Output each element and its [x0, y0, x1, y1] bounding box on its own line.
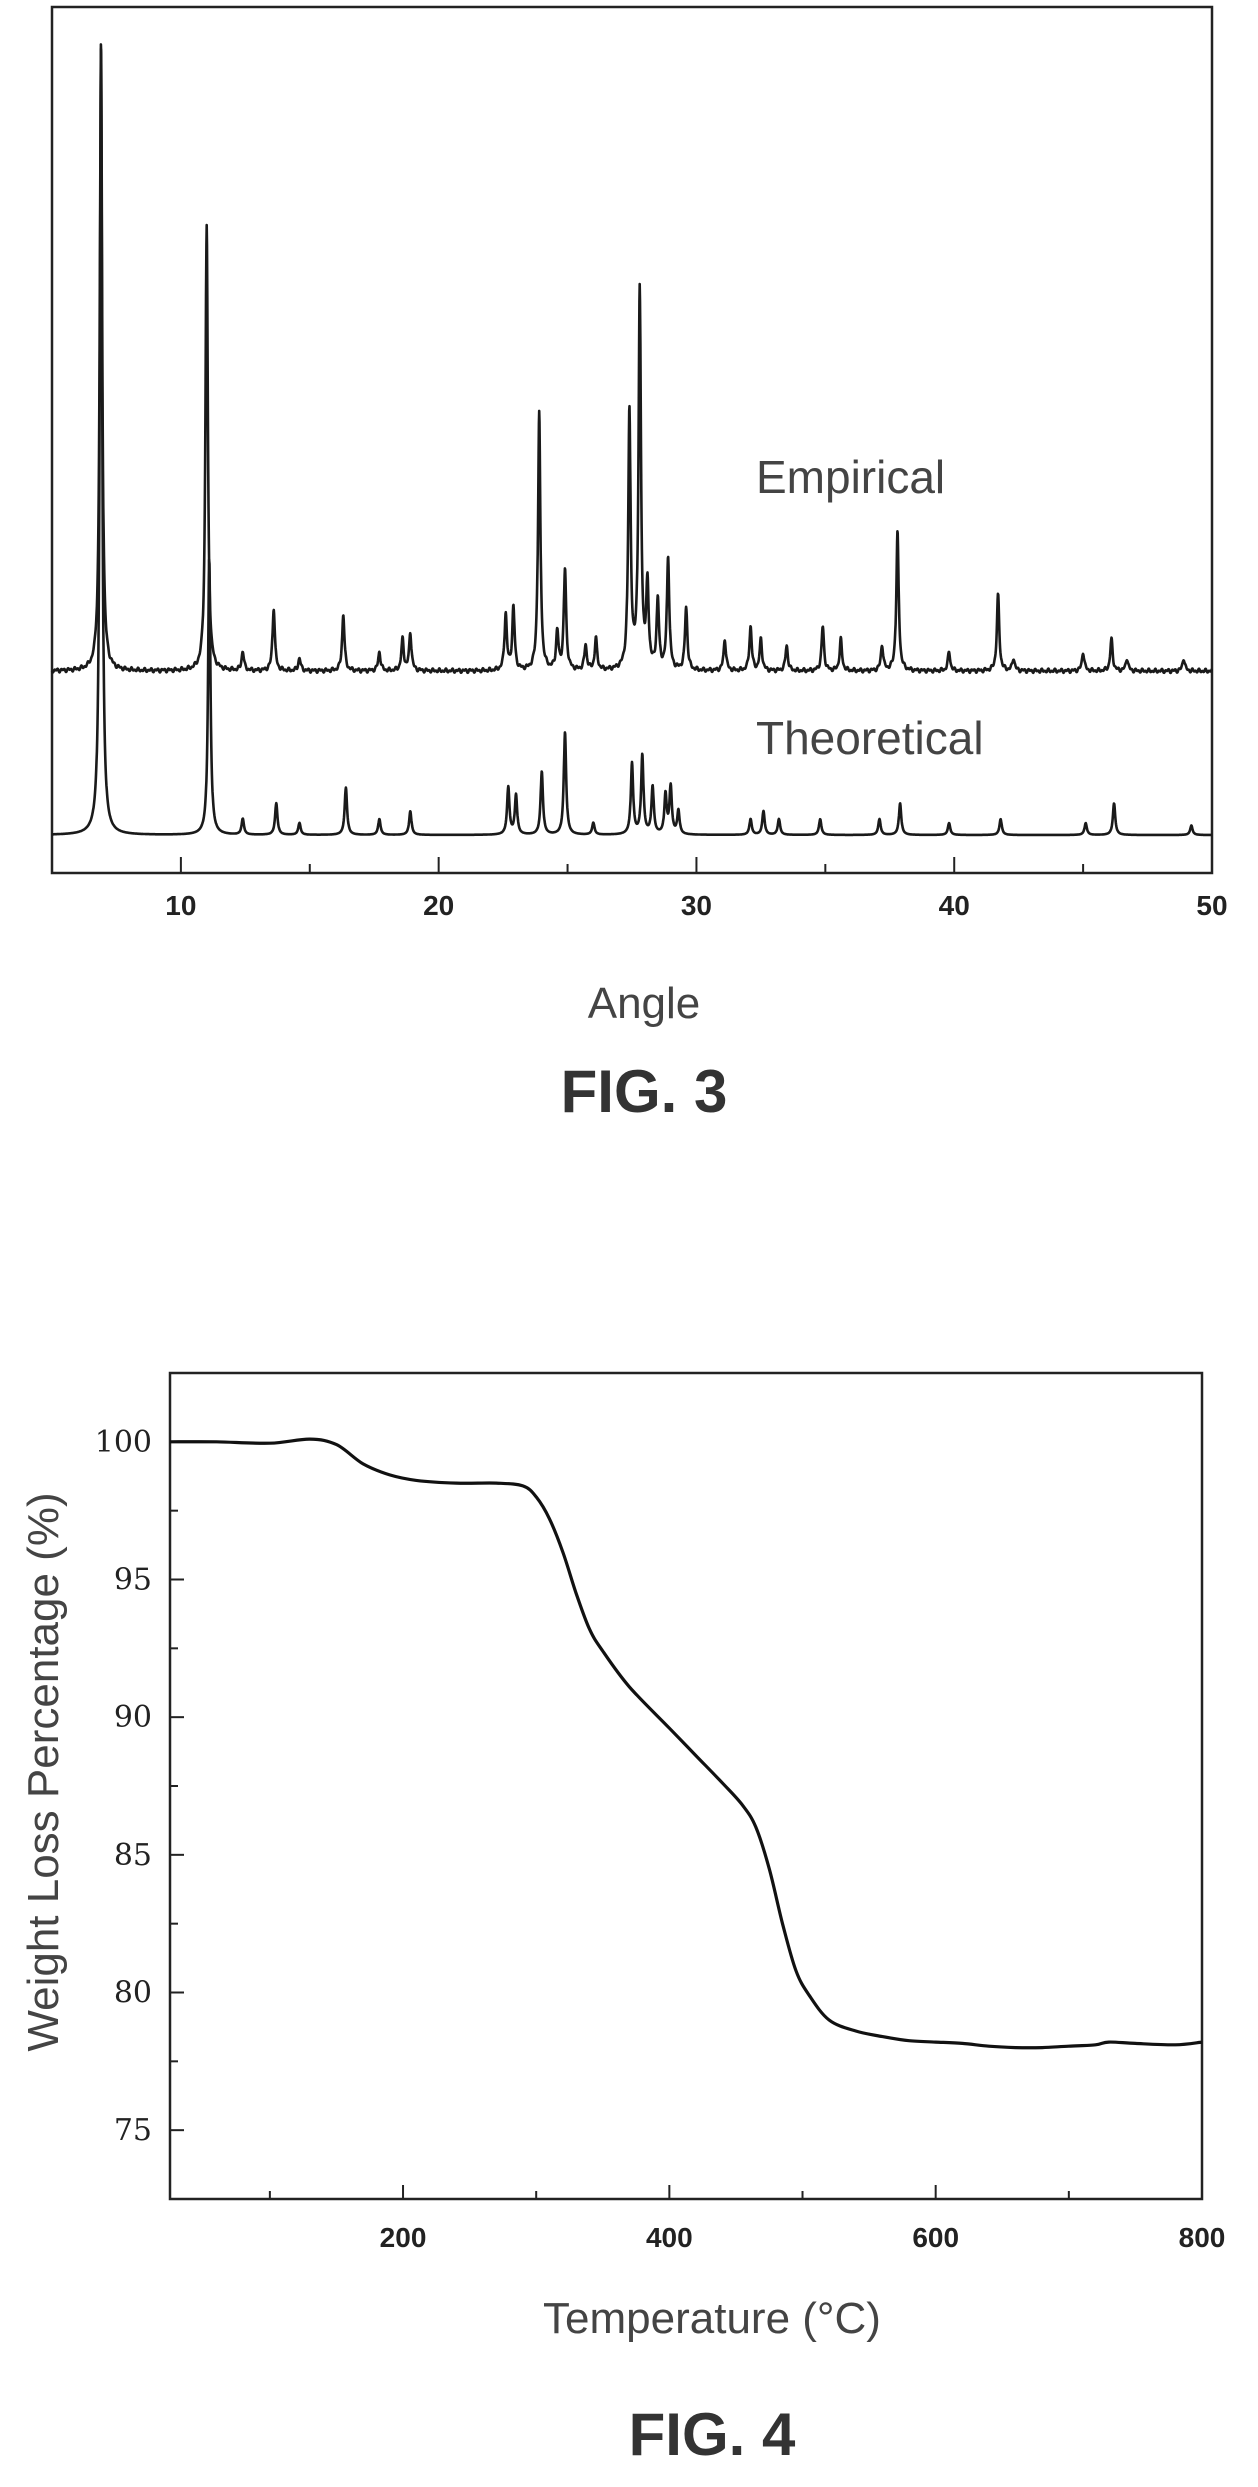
fig4-x-tick-label: 800 — [1179, 2222, 1226, 2253]
fig3-trace-theoretical — [50, 47, 1213, 837]
fig3-trace-empirical — [50, 43, 1214, 675]
fig4-curve-group — [169, 1437, 1203, 2050]
fig4-tga-chart: 200 400 600 800 75 80 85 90 95 100 Temperature (… — [19, 1371, 1226, 2468]
fig3-plot-frame — [50, 5, 1214, 875]
fig3-caption: FIG. 3 — [561, 1058, 728, 1125]
fig3-xrd-chart: 10 20 30 40 50 Empirical Theoretical Angle F… — [50, 5, 1228, 1125]
fig4-caption: FIG. 4 — [629, 2401, 796, 2468]
fig3-series-label-empirical: Empirical — [756, 451, 945, 503]
fig4-y-axis-title: Weight Loss Percentage (%) — [19, 1492, 68, 2051]
fig4-y-tick-label: 90 — [114, 1700, 152, 1735]
fig3-x-axis-title: Angle — [588, 979, 701, 1028]
fig4-y-tick-label: 95 — [114, 1563, 152, 1598]
fig3-x-tick-label: 40 — [939, 890, 970, 921]
fig3-traces — [50, 43, 1214, 837]
fig4-y-tick-label: 75 — [114, 2113, 152, 2148]
fig4-y-tick-labels: 75 80 85 90 95 100 — [95, 1425, 152, 2148]
fig4-x-tick-label: 200 — [380, 2222, 427, 2253]
fig3-series-label-theoretical: Theoretical — [756, 712, 984, 764]
fig3-x-tick-label: 20 — [423, 890, 454, 921]
fig3-x-tick-labels: 10 20 30 40 50 — [165, 890, 1227, 921]
fig3-x-tick-label: 30 — [681, 890, 712, 921]
fig4-y-tick-label: 85 — [114, 1838, 152, 1873]
fig4-weight-loss-curve — [169, 1437, 1203, 2050]
fig4-x-tick-labels: 200 400 600 800 — [380, 2222, 1226, 2253]
fig4-y-tick-label: 100 — [95, 1425, 152, 1460]
fig4-x-ticks — [268, 2185, 1203, 2199]
fig4-plot-frame — [168, 1371, 1204, 2201]
fig3-x-tick-label: 50 — [1196, 890, 1227, 921]
fig3-x-ticks — [51, 857, 1213, 873]
fig4-x-axis-title: Temperature (°C) — [543, 2294, 881, 2343]
fig4-x-tick-label: 600 — [912, 2222, 959, 2253]
fig3-x-tick-label: 10 — [165, 890, 196, 921]
fig4-y-tick-label: 80 — [114, 1976, 152, 2011]
fig4-x-tick-label: 400 — [646, 2222, 693, 2253]
fig4-y-ticks — [170, 1372, 184, 2200]
